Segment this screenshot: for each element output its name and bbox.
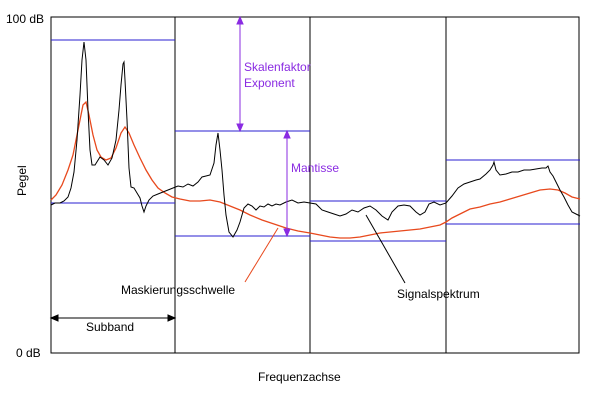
masking-threshold-pointer (244, 227, 279, 283)
subband-label: Subband (86, 320, 134, 334)
x-axis-title: Frequenzachse (258, 370, 341, 384)
mantissa-arrow (283, 129, 291, 238)
mantissa-label: Mantisse (291, 161, 339, 175)
signal-spectrum-curve (50, 41, 581, 238)
subband-width-arrow (49, 314, 177, 322)
scale-factor-arrow (236, 15, 244, 133)
y-axis-bottom-label: 0 dB (16, 346, 41, 360)
y-axis-title: Pegel (15, 165, 29, 196)
signal-spectrum-label: Signalspektrum (397, 287, 480, 301)
masking-threshold-curve (50, 100, 581, 239)
masking-threshold-label: Maskierungsschwelle (121, 283, 235, 297)
scale-factor-label: Skalenfaktor (244, 60, 311, 74)
y-axis-top-label: 100 dB (6, 12, 44, 26)
exponent-label: Exponent (244, 76, 295, 90)
signal-spectrum-pointer (365, 214, 406, 284)
plot-frame (50, 16, 580, 354)
subband-level-lines (51, 39, 580, 242)
